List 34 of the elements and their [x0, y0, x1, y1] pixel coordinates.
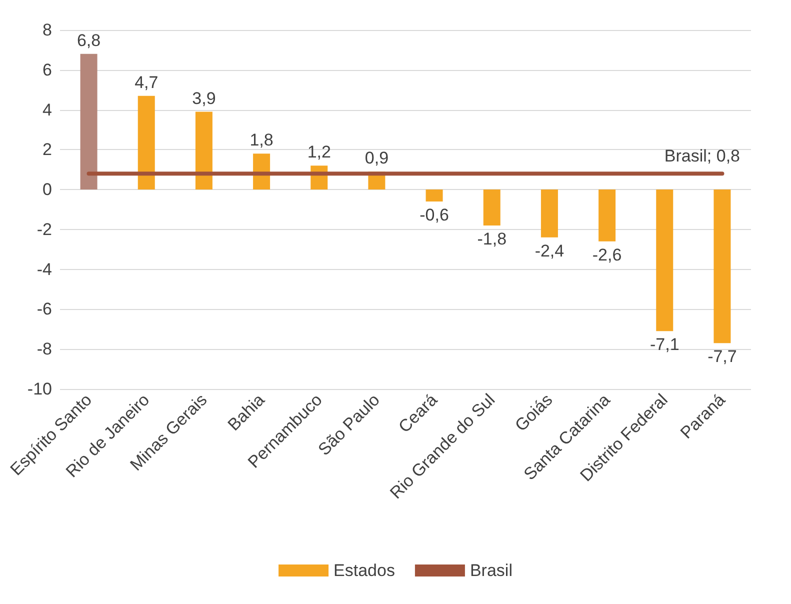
- legend-label: Brasil: [470, 561, 512, 580]
- y-tick-label: -8: [36, 340, 52, 359]
- data-label: -2,4: [534, 241, 564, 260]
- data-label: 3,9: [192, 88, 216, 108]
- y-tick-label: -10: [27, 380, 52, 398]
- data-label: Brasil; 0,8: [664, 146, 740, 166]
- bar: [656, 190, 674, 332]
- data-label: -7,7: [708, 347, 737, 366]
- data-label: 0,9: [364, 148, 389, 168]
- y-tick-label: -2: [36, 220, 52, 239]
- y-tick-label: -6: [36, 300, 52, 319]
- data-label: 6,8: [76, 30, 101, 50]
- bar: [483, 190, 500, 226]
- bar: [195, 112, 212, 190]
- bar: [598, 190, 616, 242]
- bar: [138, 96, 155, 190]
- data-label: -1,8: [477, 229, 507, 248]
- data-label: -0,6: [420, 206, 449, 225]
- y-tick-label: 6: [42, 60, 52, 80]
- bar: [714, 190, 731, 344]
- data-label: 1,8: [250, 130, 274, 150]
- y-tick-label: 8: [42, 20, 52, 40]
- y-tick-label: -4: [36, 260, 52, 279]
- data-label: 1,2: [307, 142, 331, 162]
- legend-label: Estados: [334, 561, 395, 580]
- y-tick-label: 4: [42, 100, 52, 120]
- y-tick-label: 2: [42, 140, 52, 160]
- bar: [426, 190, 443, 202]
- data-label: 4,7: [134, 72, 158, 92]
- data-label: -7,1: [650, 335, 680, 354]
- data-label: -2,6: [592, 245, 622, 264]
- bar: [540, 190, 558, 238]
- bar: [80, 54, 98, 190]
- y-tick-label: 0: [42, 180, 52, 200]
